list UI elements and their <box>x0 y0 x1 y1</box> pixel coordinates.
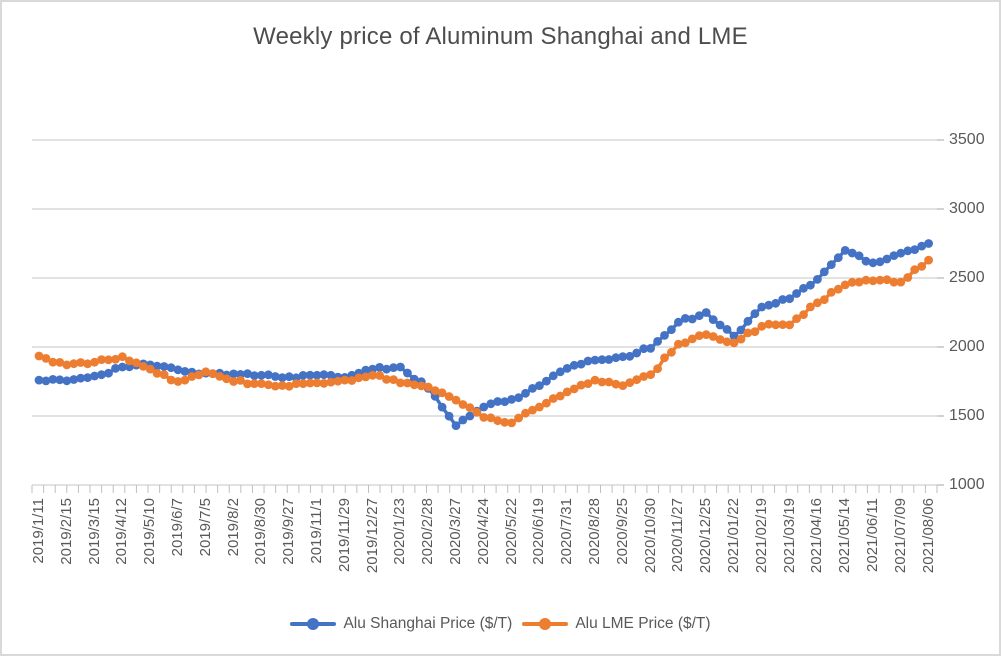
x-tick-label: 2021/01/22 <box>725 498 742 574</box>
x-tick-label: 2019/6/7 <box>169 498 186 557</box>
y-tick-label: 1000 <box>949 476 985 493</box>
x-tick-label: 2020/1/23 <box>391 498 409 565</box>
y-tick-label: 2500 <box>949 269 985 286</box>
x-tick-label: 2020/7/31 <box>558 498 576 565</box>
legend-item-shanghai[interactable]: Alu Shanghai Price ($/T) <box>290 615 512 633</box>
x-tick-label: 2019/7/5 <box>196 498 214 557</box>
legend-line-marker-shanghai-icon <box>290 618 337 630</box>
x-tick-label: 2019/1/11 <box>30 498 47 564</box>
chart-title: Weekly price of Aluminum Shanghai and LM… <box>253 23 748 50</box>
x-tick-label: 2020/6/19 <box>530 498 548 565</box>
x-tick-label: 2020/3/27 <box>447 498 464 565</box>
y-tick-label: 2000 <box>949 338 985 355</box>
x-tick-label: 2020/4/24 <box>474 498 492 565</box>
x-tick-label: 2020/8/28 <box>586 498 603 565</box>
x-tick-label: 2020/11/27 <box>669 498 687 572</box>
y-tick-label: 1500 <box>949 407 985 424</box>
x-tick-label: 2019/11/1 <box>308 498 325 564</box>
x-tick-label: 2021/02/19 <box>752 498 770 574</box>
x-tick-label: 2019/4/12 <box>113 498 131 565</box>
legend-item-lme[interactable]: Alu LME Price ($/T) <box>522 615 711 633</box>
x-tick-label: 2021/06/11 <box>864 498 881 572</box>
x-tick-label: 2020/12/25 <box>697 498 715 574</box>
x-tick-label: 2019/5/10 <box>141 498 159 565</box>
x-tick-label: 2019/3/15 <box>85 498 103 565</box>
y-tick-label: 3500 <box>949 131 985 148</box>
x-tick-label: 2020/10/30 <box>641 498 659 574</box>
legend: Alu Shanghai Price ($/T) Alu LME Price (… <box>2 608 999 640</box>
x-tick-label: 2019/9/27 <box>280 498 298 565</box>
x-tick-label: 2020/2/28 <box>419 498 437 565</box>
x-tick-label: 2021/05/14 <box>836 498 854 574</box>
x-tick-label: 2021/08/06 <box>919 498 937 574</box>
legend-label-lme: Alu LME Price ($/T) <box>575 615 711 632</box>
x-tick-label: 2021/03/19 <box>780 498 798 574</box>
x-tick-label: 2020/9/25 <box>613 498 631 565</box>
series-lme <box>34 255 933 428</box>
legend-line-marker-lme-icon <box>522 618 569 630</box>
legend-label-shanghai: Alu Shanghai Price ($/T) <box>343 615 513 632</box>
x-tick-label: 2021/07/09 <box>891 498 909 574</box>
y-tick-label: 3000 <box>949 200 985 217</box>
series-line <box>38 258 930 425</box>
series-shanghai <box>34 239 933 431</box>
series-line <box>38 241 930 429</box>
x-tick-label: 2019/8/30 <box>252 498 270 565</box>
x-tick-label: 2019/12/27 <box>363 498 381 574</box>
x-tick-label: 2019/8/2 <box>224 498 242 557</box>
x-tick-label: 2019/2/15 <box>57 498 75 565</box>
x-tick-label: 2019/11/29 <box>335 498 353 572</box>
x-tick-label: 2021/04/16 <box>808 498 826 574</box>
x-tick-label: 2020/5/22 <box>502 498 520 565</box>
